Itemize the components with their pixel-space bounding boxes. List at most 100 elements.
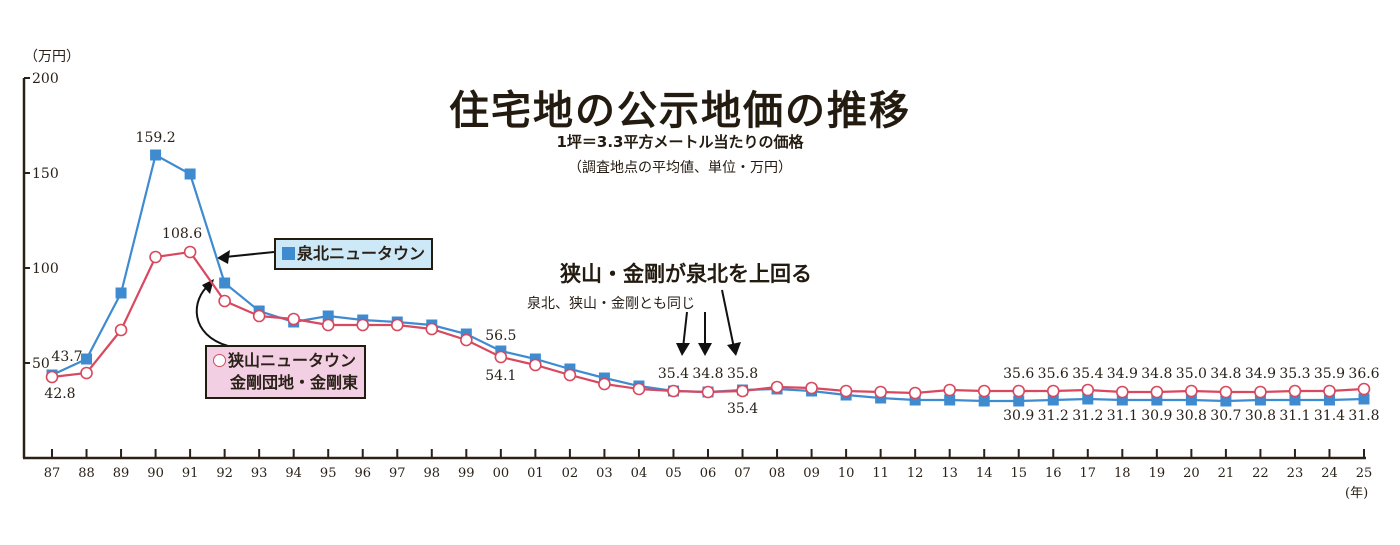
data-label: 34.9 [1107, 366, 1138, 382]
legend-sayama-label-1: 狭山ニュータウン [228, 351, 357, 370]
legend-sayama: 狭山ニュータウン 金剛団地・金剛東 [205, 345, 367, 399]
x-tick-label: 22 [1252, 466, 1269, 481]
data-point-square [1082, 393, 1094, 405]
data-point-circle [943, 383, 956, 397]
data-label: 36.6 [1348, 366, 1379, 382]
data-label: 159.2 [136, 130, 176, 146]
chart-subtitle: 1坪＝3.3平方メートル当たりの価格 [556, 133, 804, 151]
x-tick-label: 05 [665, 466, 682, 481]
data-point-square [150, 149, 162, 161]
data-label: 35.9 [1314, 366, 1345, 382]
data-point-square [184, 168, 196, 180]
data-point-circle [1288, 384, 1302, 398]
x-tick-label: 08 [769, 466, 786, 481]
data-label: 35.0 [1176, 366, 1207, 382]
data-point-square [1220, 395, 1232, 407]
data-point-circle [1185, 384, 1198, 398]
callout-headline: 狭山・金剛が泉北を上回る [560, 262, 812, 286]
data-point-circle [839, 384, 853, 398]
x-tick-label: 18 [1114, 466, 1131, 481]
data-point-square [1254, 394, 1266, 406]
data-label: 35.4 [658, 366, 689, 382]
data-point-square [1013, 395, 1025, 407]
x-tick-label: 90 [147, 466, 164, 481]
data-label: 42.8 [44, 386, 75, 402]
x-tick-label: 14 [976, 466, 993, 481]
data-point-circle [494, 350, 508, 364]
data-point-circle [908, 386, 922, 400]
data-point-circle [460, 333, 473, 347]
data-point-square [322, 310, 334, 322]
data-label: 30.8 [1245, 408, 1276, 424]
data-point-square [1151, 394, 1163, 406]
legend-senboku-label: 泉北ニュータウン [297, 244, 426, 263]
data-label: 35.3 [1279, 366, 1310, 382]
data-point-square [978, 395, 990, 407]
data-label: 35.4 [1072, 366, 1103, 382]
data-label: 31.8 [1348, 408, 1379, 424]
data-label: 35.8 [727, 366, 758, 382]
data-point-circle [390, 318, 404, 332]
chart-note: （調査地点の平均値、単位・万円） [568, 160, 792, 176]
x-tick-label: 12 [907, 466, 924, 481]
chart-title: 住宅地の公示地価の推移 [449, 87, 911, 134]
data-label: 30.7 [1210, 408, 1241, 424]
data-label: 56.5 [485, 328, 516, 344]
data-label: 34.8 [1141, 366, 1172, 382]
x-tick-label: 17 [1080, 466, 1097, 481]
y-tick-label: 200 [32, 71, 59, 87]
data-point-square [909, 394, 921, 406]
series-sayama-line [45, 245, 1371, 400]
filled-square-marker-icon [282, 247, 295, 260]
x-tick-label: 24 [1321, 466, 1338, 481]
x-tick-label: 91 [182, 466, 199, 481]
data-label: 43.7 [51, 349, 82, 365]
y-axis: 50 100 150 200 [22, 71, 59, 458]
data-point-circle [977, 384, 991, 398]
x-tick-label: 23 [1287, 466, 1304, 481]
data-point-square [1047, 394, 1059, 406]
data-point-circle [356, 318, 370, 332]
data-label: 108.6 [162, 226, 202, 242]
data-label: 31.2 [1072, 408, 1103, 424]
x-tick-label: 11 [872, 466, 889, 481]
data-label: 54.1 [485, 368, 516, 384]
data-point-circle [80, 366, 93, 380]
x-tick-label: 15 [1010, 466, 1027, 481]
y-tick-label: 50 [32, 356, 50, 372]
x-tick-label: 10 [838, 466, 855, 481]
data-point-circle [667, 384, 680, 398]
x-tick-label: 00 [493, 466, 510, 481]
data-point-circle [529, 358, 542, 372]
data-point-square [1323, 394, 1335, 406]
y-axis-unit: （万円） [24, 49, 80, 65]
x-tick-label: 01 [527, 466, 544, 481]
data-point-circle [563, 368, 577, 382]
data-label: 31.1 [1107, 408, 1138, 424]
data-label: 35.6 [1003, 366, 1034, 382]
data-point-square [1116, 394, 1128, 406]
x-tick-label: 93 [251, 466, 268, 481]
x-tick-label: 06 [700, 466, 717, 481]
data-point-square [1358, 393, 1370, 405]
x-axis: 87 88 89 90 91 92 93 94 95 96 97 98 99 00 01 02 03 04 05 06… [23, 449, 1372, 481]
data-point-circle [252, 309, 266, 323]
x-tick-label: 94 [285, 466, 302, 481]
data-point-circle [598, 377, 611, 391]
data-label: 31.4 [1314, 408, 1345, 424]
data-label: 34.9 [1245, 366, 1276, 382]
data-labels: 43.7 42.8 159.2 108.6 56.5 54.1 35.4 34.8 35.8 35… [44, 130, 1379, 424]
data-point-circle [183, 245, 197, 259]
data-point-circle [114, 323, 128, 337]
data-label: 30.8 [1176, 408, 1207, 424]
data-point-circle [149, 250, 162, 264]
data-point-square [115, 287, 127, 299]
data-point-square [219, 277, 231, 289]
data-point-circle [1116, 385, 1129, 399]
x-tick-label: 04 [631, 466, 648, 481]
x-tick-label: 96 [354, 466, 371, 481]
x-tick-label: 03 [596, 466, 613, 481]
data-point-circle [805, 381, 818, 395]
data-point-circle [701, 385, 715, 399]
